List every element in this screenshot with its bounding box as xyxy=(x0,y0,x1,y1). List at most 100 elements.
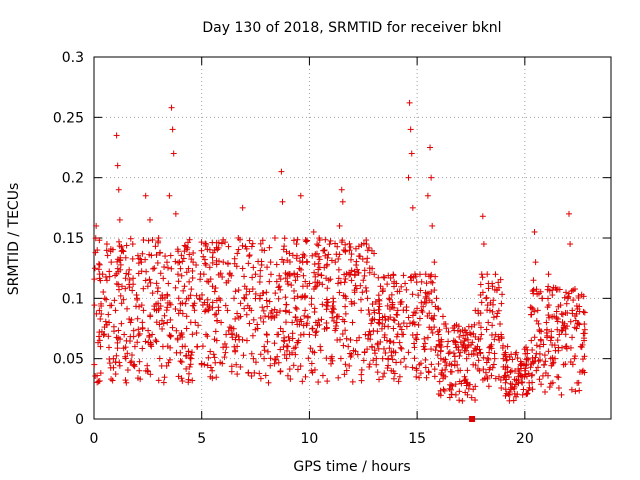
data-point xyxy=(573,310,580,317)
data-point xyxy=(527,364,534,371)
data-point xyxy=(542,388,549,395)
data-point xyxy=(300,272,307,279)
data-point xyxy=(462,345,469,352)
axis-ticks xyxy=(93,56,611,420)
data-point xyxy=(167,316,174,323)
data-point xyxy=(365,307,372,314)
data-point xyxy=(231,255,238,262)
data-point xyxy=(334,243,341,250)
data-point xyxy=(301,312,308,319)
data-point xyxy=(561,322,568,329)
data-point xyxy=(531,228,538,235)
data-point xyxy=(155,377,162,384)
data-point xyxy=(435,331,442,338)
data-point xyxy=(385,272,392,279)
data-point xyxy=(405,174,412,181)
data-point xyxy=(226,324,233,331)
data-point xyxy=(293,305,300,312)
data-point xyxy=(373,355,380,362)
data-point xyxy=(252,271,259,278)
data-point xyxy=(576,303,583,310)
data-point xyxy=(477,281,484,288)
data-point xyxy=(116,216,123,223)
data-point xyxy=(169,126,176,133)
data-point xyxy=(211,354,218,361)
data-point xyxy=(521,346,528,353)
data-point xyxy=(166,332,173,339)
data-point xyxy=(416,361,423,368)
data-point xyxy=(127,235,134,242)
data-point xyxy=(353,337,360,344)
data-point xyxy=(364,295,371,302)
data-point xyxy=(284,257,291,264)
data-point xyxy=(385,356,392,363)
data-point xyxy=(123,379,130,386)
data-point xyxy=(295,337,302,344)
data-point xyxy=(405,349,412,356)
data-point xyxy=(324,254,331,261)
data-point xyxy=(462,327,469,334)
data-point xyxy=(106,319,113,326)
data-point xyxy=(219,274,226,281)
data-point xyxy=(358,377,365,384)
data-point xyxy=(257,351,264,358)
data-point xyxy=(480,354,487,361)
data-point xyxy=(371,316,378,323)
data-point xyxy=(127,359,134,366)
data-point xyxy=(472,307,479,314)
data-point xyxy=(316,279,323,286)
data-point xyxy=(417,287,424,294)
data-point xyxy=(428,299,435,306)
data-point xyxy=(545,348,552,355)
data-point xyxy=(151,265,158,272)
data-point xyxy=(403,323,410,330)
data-point xyxy=(267,355,274,362)
data-point xyxy=(103,247,110,254)
data-point xyxy=(213,311,220,318)
data-point xyxy=(183,365,190,372)
data-point xyxy=(97,370,104,377)
data-point xyxy=(355,269,362,276)
data-point xyxy=(379,373,386,380)
data-point xyxy=(304,237,311,244)
data-point xyxy=(409,291,416,298)
data-point xyxy=(558,391,565,398)
data-point xyxy=(508,351,515,358)
data-point xyxy=(207,364,214,371)
data-point xyxy=(243,311,250,318)
data-point xyxy=(186,363,193,370)
data-point xyxy=(517,372,524,379)
data-point xyxy=(289,349,296,356)
data-point xyxy=(361,267,368,274)
data-point xyxy=(384,302,391,309)
data-point xyxy=(124,350,131,357)
data-point xyxy=(413,367,420,374)
data-point xyxy=(423,280,430,287)
data-point xyxy=(570,297,577,304)
data-point xyxy=(93,222,100,229)
data-point xyxy=(503,390,510,397)
data-point xyxy=(343,367,350,374)
data-point xyxy=(531,308,538,315)
data-point xyxy=(165,359,172,366)
data-point xyxy=(310,228,317,235)
data-point xyxy=(128,352,135,359)
data-point xyxy=(164,299,171,306)
data-point xyxy=(232,348,239,355)
data-point xyxy=(150,265,157,272)
data-point xyxy=(233,332,240,339)
data-point xyxy=(187,361,194,368)
data-point xyxy=(152,243,159,250)
data-point xyxy=(519,391,526,398)
data-point xyxy=(115,238,122,245)
data-point xyxy=(117,336,124,343)
data-point xyxy=(563,300,570,307)
data-point xyxy=(187,354,194,361)
data-point xyxy=(232,315,239,322)
data-point xyxy=(161,263,168,270)
data-point xyxy=(96,307,103,314)
data-point xyxy=(335,275,342,282)
data-point xyxy=(346,240,353,247)
data-point xyxy=(366,361,373,368)
data-point xyxy=(147,279,154,286)
